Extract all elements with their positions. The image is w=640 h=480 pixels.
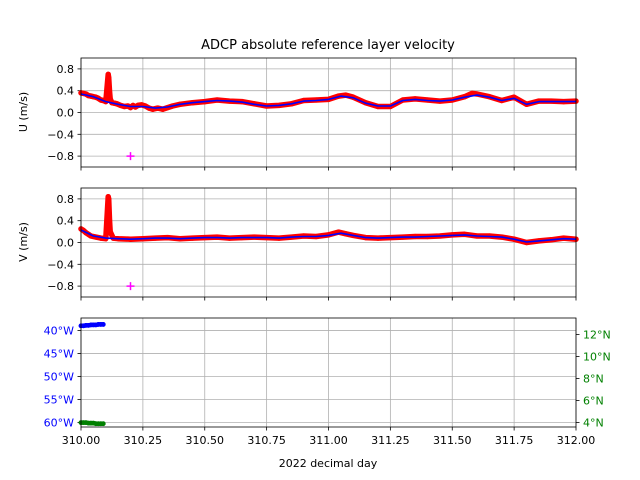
- v-ytick-label-3: −0.4: [47, 258, 74, 271]
- pos-left-ytick-label-3: 55°W: [44, 393, 74, 406]
- u-ytick-label-2: 0.0: [57, 107, 75, 120]
- u-ytick-label-0: 0.8: [57, 63, 75, 76]
- v-frame: [80, 187, 577, 298]
- v-velocity-panel: 0.8 0.4 0.0 −0.4 −0.8: [47, 187, 579, 301]
- pos-xtick-label-4: 311.00: [309, 434, 348, 447]
- v-plus-marker-0: [126, 282, 135, 291]
- pos-left-ytick-label-1: 45°W: [44, 347, 74, 360]
- pos-xtick-label-2: 310.50: [186, 434, 225, 447]
- v-mean-line: [80, 229, 577, 243]
- pos-xtick-label-8: 312.00: [557, 434, 596, 447]
- u-velocity-panel: 0.8 0.4 0.0 −0.4 −0.8: [47, 57, 579, 171]
- u-ytick-label-1: 0.4: [57, 85, 75, 98]
- v-ytick-label-0: 0.8: [57, 193, 75, 206]
- x-axis-label: 2022 decimal day: [279, 457, 378, 470]
- v-ytick-label-1: 0.4: [57, 215, 75, 228]
- chart-title: ADCP absolute reference layer velocity: [201, 38, 455, 53]
- u-mean-line: [80, 93, 576, 109]
- u-frame: [80, 57, 577, 168]
- pos-left-ytick-label-2: 50°W: [44, 370, 74, 383]
- pos-right-ytick-label-0: 12°N: [583, 329, 611, 342]
- pos-xtick-label-7: 311.75: [495, 434, 534, 447]
- u-plus-marker-0: [126, 152, 135, 161]
- pos-right-ytick-label-1: 10°N: [583, 351, 611, 364]
- pos-xtick-label-3: 310.75: [247, 434, 286, 447]
- pos-xtick-label-6: 311.50: [433, 434, 472, 447]
- u-ytick-label-3: −0.4: [47, 128, 74, 141]
- pos-frame: [80, 317, 577, 428]
- v-ytick-label-2: 0.0: [57, 237, 75, 250]
- longitude-point-9: [100, 322, 106, 327]
- v-axis-label: V (m/s): [17, 222, 30, 262]
- pos-xtick-label-1: 310.25: [124, 434, 163, 447]
- pos-right-ytick-label-2: 8°N: [583, 373, 604, 386]
- latitude-point-9: [100, 421, 106, 427]
- pos-xtick-label-0: 310.00: [62, 434, 101, 447]
- pos-right-ytick-label-3: 6°N: [583, 395, 604, 408]
- position-panel: 310.00 310.25 310.50 310.75 311.00 311.25 311.…: [44, 317, 611, 447]
- pos-left-ytick-label-0: 40°W: [44, 324, 74, 337]
- u-ytick-label-4: −0.8: [47, 150, 74, 163]
- pos-xtick-label-5: 311.25: [371, 434, 410, 447]
- pos-left-ytick-label-4: 60°W: [44, 416, 74, 429]
- v-ytick-label-4: −0.8: [47, 280, 74, 293]
- pos-right-ytick-label-4: 4°N: [583, 417, 604, 430]
- u-axis-label: U (m/s): [17, 92, 30, 132]
